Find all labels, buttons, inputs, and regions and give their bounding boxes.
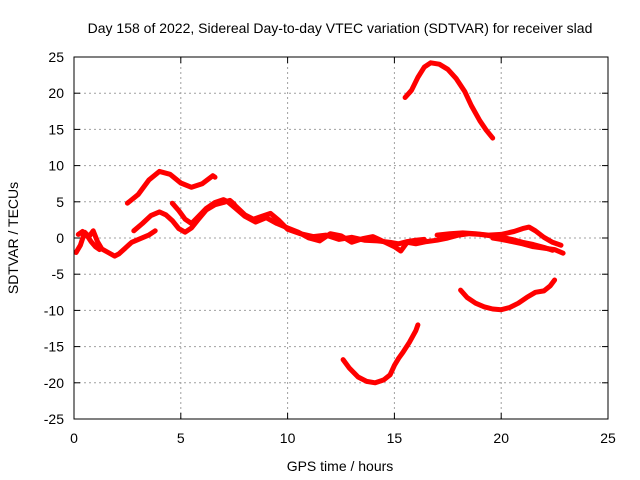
y-tick-label: 20 <box>48 85 64 101</box>
x-tick-label: 20 <box>493 430 509 446</box>
y-tick-label: 10 <box>48 158 64 174</box>
y-tick-label: 5 <box>56 194 64 210</box>
tick-layer: 0 5 10 15 20 25 -25 -20 -15 -10 -5 0 5 10 15 20 25 <box>44 49 616 446</box>
series-arc-4 <box>131 197 237 235</box>
x-tick-label: 10 <box>280 430 296 446</box>
series-arc-10 <box>458 277 558 313</box>
y-tick-label: 25 <box>48 49 64 65</box>
y-tick-label: -20 <box>44 375 64 391</box>
y-tick-label: -25 <box>44 411 64 427</box>
y-tick-label: -10 <box>44 302 64 318</box>
series-arc-3 <box>124 168 218 206</box>
series-arc-6 <box>225 199 555 254</box>
y-tick-label: -15 <box>44 339 64 355</box>
series-arc-5 <box>169 197 427 247</box>
grid-layer <box>74 57 608 419</box>
series-arc-11 <box>340 322 421 386</box>
x-axis-label: GPS time / hours <box>287 458 394 474</box>
series-arc-8 <box>490 235 566 256</box>
series-layer <box>73 60 566 386</box>
series-arc-2 <box>75 229 103 253</box>
y-tick-label: -5 <box>52 266 65 282</box>
x-tick-label: 15 <box>387 430 403 446</box>
x-tick-label: 5 <box>177 430 185 446</box>
series-arc-7 <box>434 224 564 248</box>
y-tick-label: 0 <box>56 230 64 246</box>
x-tick-label: 0 <box>70 430 78 446</box>
x-tick-label: 25 <box>600 430 616 446</box>
y-axis-label: SDTVAR / TECUs <box>5 182 21 294</box>
y-tick-label: 15 <box>48 121 64 137</box>
chart-title: Day 158 of 2022, Sidereal Day-to-day VTE… <box>88 20 593 36</box>
series-arc-9 <box>402 60 496 141</box>
